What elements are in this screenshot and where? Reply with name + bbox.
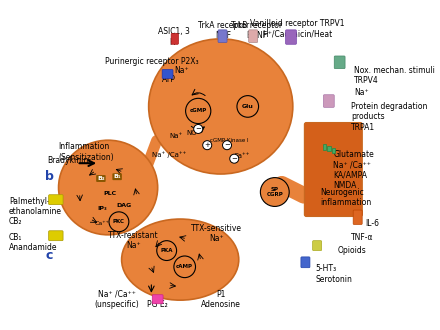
Ellipse shape [149,39,293,174]
Circle shape [174,256,195,278]
FancyBboxPatch shape [286,30,297,44]
Text: cGMP: cGMP [190,109,207,114]
Circle shape [230,154,239,163]
Text: Opioids: Opioids [338,246,367,255]
Text: 5-HT₃
Serotonin: 5-HT₃ Serotonin [315,264,352,283]
FancyBboxPatch shape [301,257,310,268]
Text: b: b [45,170,54,183]
FancyBboxPatch shape [304,123,362,216]
Circle shape [203,141,212,150]
Text: cGMP-Kinase I: cGMP-Kinase I [210,138,249,143]
Text: cAMP: cAMP [176,264,193,269]
Text: DAG: DAG [117,203,132,208]
Text: TrkA receptor
NGF: TrkA receptor NGF [198,21,249,40]
Text: −: − [195,126,201,132]
Text: B₁: B₁ [114,174,121,179]
Text: Na⁺: Na⁺ [174,66,188,75]
Circle shape [260,178,289,207]
Circle shape [223,141,231,150]
FancyBboxPatch shape [152,295,163,304]
Text: Nox. mechan. stimuli
TRPV4: Nox. mechan. stimuli TRPV4 [354,66,435,85]
Text: Ca⁺⁺: Ca⁺⁺ [95,221,109,226]
Text: Neurogenic
inflammation: Neurogenic inflammation [320,187,371,207]
Bar [332,148,335,153]
FancyArrowPatch shape [145,141,157,171]
Circle shape [186,98,211,123]
Circle shape [157,241,176,260]
FancyArrowPatch shape [160,239,178,253]
Text: TNF-α: TNF-α [352,233,374,242]
Text: Na⁺ /Ca⁺⁺
(unspecific): Na⁺ /Ca⁺⁺ (unspecific) [95,290,139,309]
FancyBboxPatch shape [49,195,63,205]
Text: Na⁺ /Ca⁺⁺: Na⁺ /Ca⁺⁺ [152,151,187,158]
FancyBboxPatch shape [249,30,258,43]
Text: SP
CGRP: SP CGRP [266,187,283,197]
Text: −: − [224,142,230,148]
Text: NO: NO [187,130,197,137]
Text: CB₁
Anandamide: CB₁ Anandamide [9,233,58,252]
FancyBboxPatch shape [49,231,63,241]
Text: c: c [46,248,53,262]
Text: PLC: PLC [103,191,117,196]
Text: Protein degradation
products
TRPA1: Protein degradation products TRPA1 [352,102,428,132]
Ellipse shape [121,219,239,300]
Text: −: − [231,156,237,162]
FancyBboxPatch shape [218,30,227,43]
Text: TTX-sensitive
Na⁺: TTX-sensitive Na⁺ [191,223,242,243]
Text: Glutamate
Na⁺ /Ca⁺⁺
KA/AMPA
NMDA: Glutamate Na⁺ /Ca⁺⁺ KA/AMPA NMDA [334,150,374,190]
Text: Na⁺: Na⁺ [169,133,183,140]
Text: ATP: ATP [162,75,176,84]
FancyBboxPatch shape [334,56,345,69]
Text: PKC: PKC [113,219,125,224]
Text: TrkB receptor
BDNF: TrkB receptor BDNF [231,21,282,40]
Text: Glu: Glu [242,104,253,109]
Text: PKA: PKA [161,248,173,253]
Text: ASIC1, 3
H⁺: ASIC1, 3 H⁺ [158,27,190,47]
FancyBboxPatch shape [171,33,178,44]
Text: Palmethyl-
ethanolamine
CB₂: Palmethyl- ethanolamine CB₂ [9,197,62,226]
FancyBboxPatch shape [162,70,173,79]
Bar [323,144,326,150]
Text: Vanilloid receptor TRPV1
H⁺/Caosaicin/Heat: Vanilloid receptor TRPV1 H⁺/Caosaicin/He… [250,19,345,39]
Bar [327,146,330,151]
Text: Bradykinin: Bradykinin [47,156,88,165]
Text: P1
Adenosine: P1 Adenosine [201,290,241,309]
Text: B₂: B₂ [97,176,105,181]
Text: +: + [204,142,210,148]
FancyArrowPatch shape [282,184,304,195]
Circle shape [237,96,259,117]
FancyBboxPatch shape [323,95,334,107]
Circle shape [109,212,129,232]
FancyBboxPatch shape [313,241,322,250]
Text: PG E₂: PG E₂ [147,300,168,309]
Text: Purinergic receptor P2X₃: Purinergic receptor P2X₃ [105,57,198,66]
Ellipse shape [59,140,158,235]
Text: IL-6: IL-6 [365,219,379,228]
FancyBboxPatch shape [353,210,362,224]
Text: Inflammation
(Sensitization): Inflammation (Sensitization) [59,143,114,162]
Text: Na⁺: Na⁺ [354,88,369,97]
Text: IP₃: IP₃ [97,206,106,211]
Text: TTX-resistant
Na⁺: TTX-resistant Na⁺ [108,231,159,250]
Text: Ca⁺⁺: Ca⁺⁺ [233,153,250,159]
Circle shape [194,124,203,133]
